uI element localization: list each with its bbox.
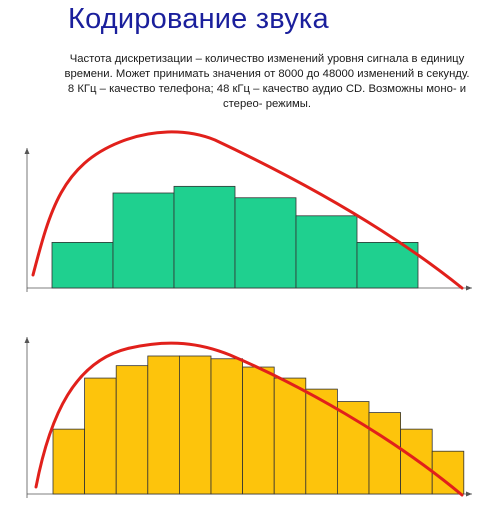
sample-bar — [368, 412, 402, 495]
sample-bar — [115, 365, 149, 495]
y-axis-arrow-icon — [24, 337, 30, 343]
description-text: Частота дискретизации – количество измен… — [64, 53, 470, 110]
sample-bar — [356, 242, 419, 289]
slide-title: Кодирование звука — [68, 3, 329, 35]
sample-bar — [210, 358, 244, 495]
sample-bar — [147, 355, 180, 495]
x-axis-arrow-icon — [466, 491, 472, 497]
y-axis-arrow-icon — [24, 148, 30, 154]
signal-curve — [34, 341, 464, 497]
sample-bar — [295, 215, 358, 289]
sampling-diagram-fine — [24, 337, 472, 498]
sample-bar — [242, 366, 275, 495]
sample-bar — [52, 428, 86, 495]
sample-bar — [178, 355, 212, 495]
sample-bar — [112, 192, 175, 289]
sample-bar — [431, 450, 465, 495]
sample-bar — [173, 185, 236, 289]
sample-bar — [51, 242, 114, 289]
x-axis-arrow-icon — [466, 285, 472, 291]
sample-bar — [234, 197, 297, 289]
sample-bar — [84, 377, 117, 495]
signal-curve — [31, 130, 464, 290]
sampling-diagram-coarse — [24, 130, 472, 292]
sample-bar — [273, 377, 307, 495]
sample-bar — [336, 401, 370, 495]
